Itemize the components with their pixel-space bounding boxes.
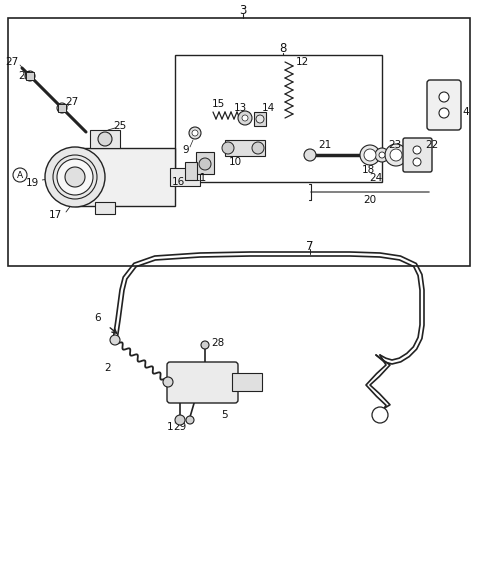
Circle shape [175, 415, 185, 425]
Circle shape [364, 149, 376, 161]
Circle shape [13, 168, 27, 182]
Bar [90, 130, 120, 148]
Text: A: A [377, 410, 383, 419]
Circle shape [304, 149, 316, 161]
Bar [75, 148, 175, 206]
Circle shape [372, 407, 388, 423]
Text: 5: 5 [222, 410, 228, 420]
Circle shape [57, 103, 67, 113]
Text: 27: 27 [5, 57, 19, 67]
Text: 1: 1 [167, 422, 173, 432]
Text: 14: 14 [262, 103, 275, 113]
Circle shape [192, 130, 198, 136]
Circle shape [163, 377, 173, 387]
Text: 25: 25 [113, 121, 127, 131]
Text: 18: 18 [361, 165, 374, 175]
Circle shape [360, 145, 380, 165]
Text: 28: 28 [211, 338, 225, 348]
Circle shape [186, 416, 194, 424]
Text: 27: 27 [65, 97, 79, 107]
Circle shape [25, 71, 35, 81]
Text: 12: 12 [295, 57, 309, 67]
Text: 3: 3 [240, 3, 247, 16]
Circle shape [390, 149, 402, 161]
Text: 17: 17 [48, 210, 61, 220]
Circle shape [413, 146, 421, 154]
Circle shape [385, 144, 407, 166]
Text: 26: 26 [18, 71, 32, 81]
Circle shape [65, 167, 85, 187]
Bar [254, 112, 266, 126]
Bar [26, 72, 34, 80]
Circle shape [201, 341, 209, 349]
Bar [95, 202, 115, 214]
Text: 2: 2 [105, 363, 111, 373]
Text: 16: 16 [171, 177, 185, 187]
Bar [196, 152, 214, 174]
Circle shape [413, 158, 421, 166]
Bar [58, 104, 66, 112]
Bar [232, 373, 262, 391]
Bar [170, 168, 200, 186]
Text: 15: 15 [211, 99, 225, 109]
Circle shape [238, 111, 252, 125]
Circle shape [375, 148, 389, 162]
Circle shape [110, 335, 120, 345]
Circle shape [189, 127, 201, 139]
Bar [185, 162, 197, 180]
Circle shape [439, 108, 449, 118]
Text: 13: 13 [233, 103, 247, 113]
Bar [225, 140, 265, 156]
Text: 6: 6 [95, 313, 101, 323]
Text: 22: 22 [425, 140, 439, 150]
Circle shape [439, 92, 449, 102]
Text: 19: 19 [25, 178, 38, 188]
Text: 20: 20 [363, 195, 377, 205]
Circle shape [57, 159, 93, 195]
Text: 23: 23 [388, 140, 402, 150]
Text: 10: 10 [228, 157, 241, 167]
Text: 4: 4 [463, 107, 469, 117]
Bar [8, 18, 470, 266]
FancyBboxPatch shape [427, 80, 461, 130]
Bar [175, 55, 382, 182]
Circle shape [45, 147, 105, 207]
Circle shape [242, 115, 248, 121]
Text: 29: 29 [173, 422, 187, 432]
Circle shape [222, 142, 234, 154]
Circle shape [252, 142, 264, 154]
Text: 7: 7 [306, 239, 314, 252]
Text: 24: 24 [370, 173, 383, 183]
Text: 11: 11 [193, 173, 206, 183]
Circle shape [98, 132, 112, 146]
Circle shape [199, 158, 211, 170]
Circle shape [379, 152, 385, 158]
FancyBboxPatch shape [403, 138, 432, 172]
Text: 9: 9 [183, 145, 189, 155]
FancyBboxPatch shape [167, 362, 238, 403]
Text: A: A [17, 170, 23, 179]
Text: 21: 21 [318, 140, 332, 150]
Circle shape [256, 115, 264, 123]
Text: 8: 8 [279, 42, 287, 55]
